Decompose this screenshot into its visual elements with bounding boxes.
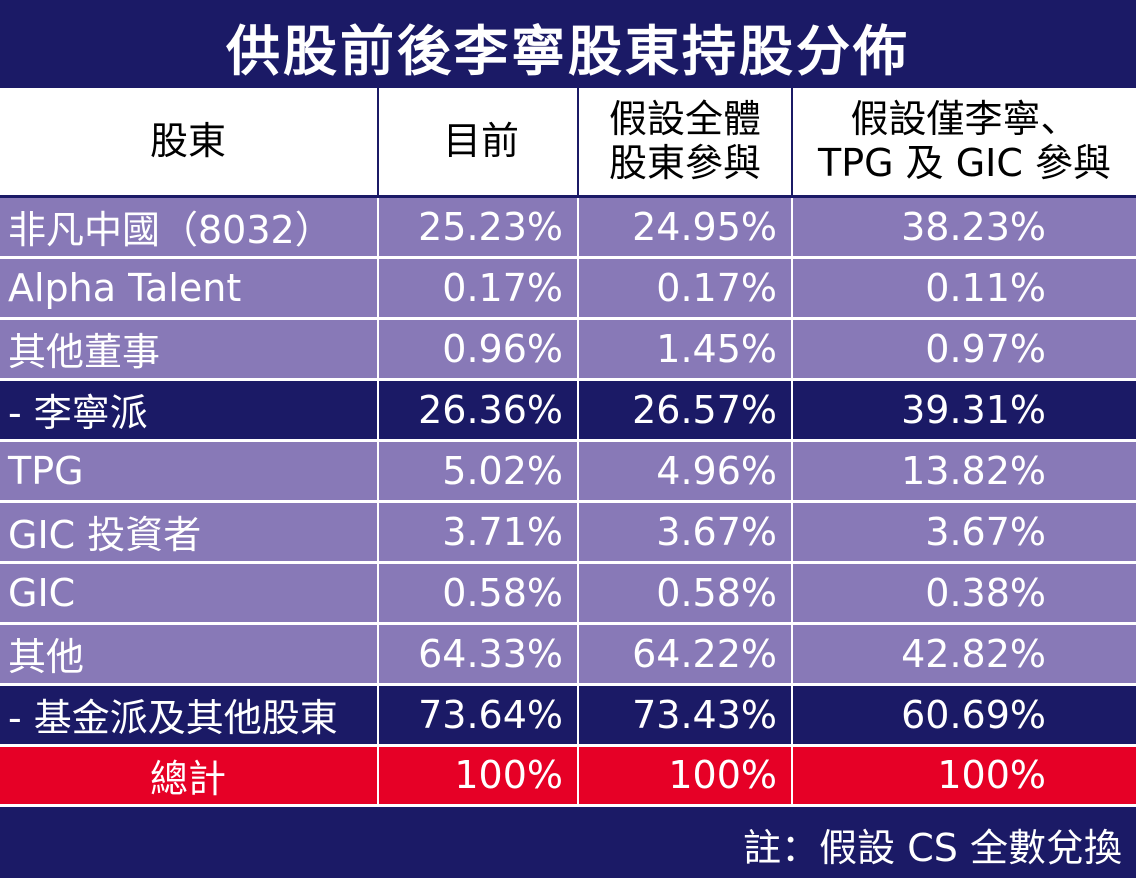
current-cell: 3.71% (377, 501, 578, 564)
all-participate-cell: 24.95% (577, 196, 792, 259)
partial-participate-cell: 60.69% (791, 684, 1136, 747)
partial-participate-cell: 0.38% (791, 562, 1136, 625)
shareholder-cell: 其他 (0, 623, 378, 686)
partial-participate-cell: 39.31% (791, 379, 1136, 442)
shareholder-cell: Alpha Talent (0, 257, 378, 320)
partial-participate-cell: 38.23% (791, 196, 1136, 259)
all-participate-cell: 0.17% (577, 257, 792, 320)
table-row: GIC 投資者 3.71% 3.67% 3.67% (0, 501, 1136, 564)
current-cell: 25.23% (377, 196, 578, 259)
shareholder-cell: - 基金派及其他股東 (0, 684, 378, 747)
total-row: 總計 100% 100% 100% (0, 745, 1136, 807)
current-cell: 0.17% (377, 257, 578, 320)
chart-title: 供股前後李寧股東持股分佈 (0, 0, 1136, 88)
total-all-cell: 100% (577, 745, 792, 807)
header-current: 目前 (377, 88, 578, 198)
shareholder-cell: GIC 投資者 (0, 501, 378, 564)
current-cell: 0.96% (377, 318, 578, 381)
shareholding-table: 股東 目前 假設全體 股東參與 假設僅李寧、 TPG 及 GIC 參與 非凡中國… (0, 88, 1136, 807)
partial-participate-cell: 13.82% (791, 440, 1136, 503)
current-cell: 64.33% (377, 623, 578, 686)
partial-participate-cell: 3.67% (791, 501, 1136, 564)
header-shareholder: 股東 (0, 88, 378, 198)
all-participate-cell: 26.57% (577, 379, 792, 442)
shareholder-cell: TPG (0, 440, 378, 503)
partial-participate-cell: 0.11% (791, 257, 1136, 320)
total-current-cell: 100% (377, 745, 578, 807)
table-row: 其他董事 0.96% 1.45% 0.97% (0, 318, 1136, 381)
all-participate-cell: 64.22% (577, 623, 792, 686)
all-participate-cell: 73.43% (577, 684, 792, 747)
current-cell: 73.64% (377, 684, 578, 747)
shareholder-cell: 其他董事 (0, 318, 378, 381)
footnote: 註：假設 CS 全數兌換 (0, 818, 1136, 878)
current-cell: 0.58% (377, 562, 578, 625)
total-partial-cell: 100% (791, 745, 1136, 807)
table-row: GIC 0.58% 0.58% 0.38% (0, 562, 1136, 625)
all-participate-cell: 4.96% (577, 440, 792, 503)
partial-participate-cell: 0.97% (791, 318, 1136, 381)
partial-participate-cell: 42.82% (791, 623, 1136, 686)
table-row: 其他 64.33% 64.22% 42.82% (0, 623, 1136, 686)
current-cell: 5.02% (377, 440, 578, 503)
shareholder-cell: 非凡中國（8032） (0, 196, 378, 259)
all-participate-cell: 1.45% (577, 318, 792, 381)
table-row: - 基金派及其他股東 73.64% 73.43% 60.69% (0, 684, 1136, 747)
table-row: TPG 5.02% 4.96% 13.82% (0, 440, 1136, 503)
table-row: Alpha Talent 0.17% 0.17% 0.11% (0, 257, 1136, 320)
table-row: - 李寧派 26.36% 26.57% 39.31% (0, 379, 1136, 442)
total-label-cell: 總計 (0, 745, 378, 807)
all-participate-cell: 0.58% (577, 562, 792, 625)
shareholder-cell: - 李寧派 (0, 379, 378, 442)
header-row: 股東 目前 假設全體 股東參與 假設僅李寧、 TPG 及 GIC 參與 (0, 88, 1136, 198)
current-cell: 26.36% (377, 379, 578, 442)
all-participate-cell: 3.67% (577, 501, 792, 564)
table-row: 非凡中國（8032） 25.23% 24.95% 38.23% (0, 196, 1136, 259)
header-partial-participate: 假設僅李寧、 TPG 及 GIC 參與 (791, 88, 1136, 198)
header-all-participate: 假設全體 股東參與 (577, 88, 792, 198)
shareholder-cell: GIC (0, 562, 378, 625)
